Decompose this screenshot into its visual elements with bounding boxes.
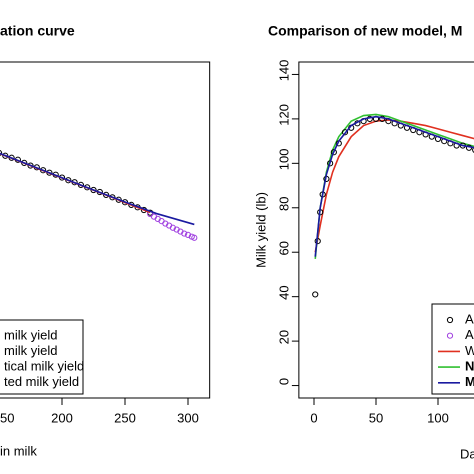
data-point bbox=[312, 291, 319, 298]
series-line bbox=[314, 119, 474, 253]
plot-box bbox=[298, 61, 474, 399]
y-tick-label: 40 bbox=[276, 285, 291, 299]
data-point bbox=[330, 149, 337, 156]
legend-label: A bbox=[465, 311, 474, 326]
legend-label: N bbox=[465, 359, 474, 374]
legend-label: milk yield bbox=[4, 327, 57, 342]
data-point bbox=[0, 149, 3, 156]
legend-label: tical milk yield bbox=[4, 358, 84, 373]
y-tick-label: 60 bbox=[276, 241, 291, 255]
data-point bbox=[181, 230, 188, 237]
legend-label: W bbox=[465, 343, 474, 358]
chart-title: ation curve bbox=[0, 23, 75, 39]
data-point bbox=[341, 129, 349, 136]
y-tick-label: 120 bbox=[276, 104, 291, 126]
data-point bbox=[472, 147, 474, 153]
y-axis-label: Milk yield (lb) bbox=[253, 192, 268, 268]
legend-label: M bbox=[465, 374, 474, 389]
legend-label: milk yield bbox=[4, 343, 57, 358]
legend-box bbox=[0, 319, 84, 395]
y-tick-label: 80 bbox=[276, 197, 291, 211]
data-point bbox=[169, 224, 176, 231]
legend-symbol bbox=[446, 332, 454, 339]
y-tick-label: 0 bbox=[276, 378, 291, 385]
x-axis-label: in milk bbox=[0, 443, 37, 458]
plot-box bbox=[0, 61, 211, 399]
legend-symbol bbox=[446, 316, 454, 324]
data-point bbox=[191, 234, 198, 241]
chart-title: Comparison of new model, M bbox=[268, 23, 462, 39]
series-line bbox=[314, 115, 474, 257]
legend-label: A bbox=[465, 327, 474, 342]
series-line bbox=[314, 113, 474, 259]
x-tick-label: 300 bbox=[177, 410, 199, 425]
x-tick-label: 100 bbox=[427, 410, 449, 425]
legend-box bbox=[431, 303, 474, 395]
x-axis-label: Da bbox=[460, 446, 474, 461]
data-point bbox=[184, 231, 192, 238]
x-tick-label: 200 bbox=[51, 410, 73, 425]
x-tick-label: 50 bbox=[0, 410, 14, 425]
legend-label: ted milk yield bbox=[4, 374, 79, 389]
x-tick-label: 50 bbox=[369, 410, 383, 425]
x-tick-label: 0 bbox=[310, 410, 317, 425]
y-tick-label: 100 bbox=[276, 148, 291, 170]
y-tick-label: 20 bbox=[276, 330, 291, 344]
x-tick-label: 250 bbox=[114, 410, 136, 425]
y-tick-label: 140 bbox=[276, 60, 291, 82]
series-line bbox=[0, 152, 195, 226]
